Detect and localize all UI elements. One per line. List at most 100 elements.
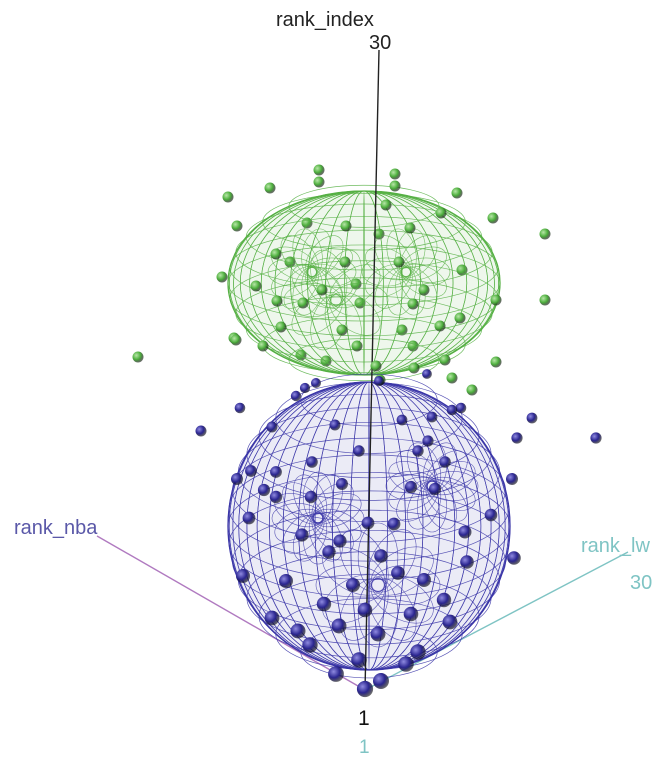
green-point bbox=[313, 164, 325, 176]
green-point bbox=[264, 182, 276, 194]
axis-label-rank-index: rank_index bbox=[276, 9, 374, 31]
blue-point bbox=[290, 390, 302, 402]
tick-label-rank-index-min: 1 bbox=[358, 707, 370, 730]
blue-point bbox=[506, 473, 518, 485]
blue-point bbox=[370, 626, 386, 642]
blue-mesh-swirl-arc bbox=[371, 564, 441, 606]
blue-point bbox=[507, 551, 521, 565]
blue-point bbox=[336, 478, 348, 490]
green-mesh-swirl-arc bbox=[283, 283, 342, 317]
green-ellipsoid-mesh bbox=[227, 184, 501, 382]
green-point bbox=[380, 199, 392, 211]
green-point bbox=[297, 297, 309, 309]
blue-point bbox=[410, 644, 426, 660]
blue-point bbox=[295, 528, 309, 542]
blue-point bbox=[442, 614, 458, 630]
green-point bbox=[351, 340, 363, 352]
green-point bbox=[313, 176, 325, 188]
blue-mesh-swirl-arc bbox=[357, 522, 399, 592]
blue-point bbox=[455, 402, 467, 414]
data-points bbox=[132, 168, 602, 698]
blue-point bbox=[374, 549, 388, 563]
green-point bbox=[393, 256, 405, 268]
green-point bbox=[216, 271, 228, 283]
green-point bbox=[271, 295, 283, 307]
blue-point bbox=[236, 569, 250, 583]
tick-label-rank-lw-min: 1 bbox=[359, 737, 370, 758]
blue-point bbox=[428, 482, 442, 496]
blue-point bbox=[426, 411, 438, 423]
blue-point bbox=[422, 369, 432, 379]
green-mesh-swirl-arc bbox=[324, 294, 362, 351]
green-point bbox=[316, 284, 328, 296]
blue-point bbox=[403, 606, 419, 622]
green-point bbox=[339, 256, 351, 268]
blue-point bbox=[374, 376, 384, 386]
blue-point bbox=[436, 592, 452, 608]
blue-point bbox=[412, 445, 424, 457]
green-mesh-swirl-arc bbox=[400, 246, 447, 281]
green-point bbox=[439, 354, 451, 366]
green-point bbox=[275, 321, 287, 333]
blue-point bbox=[458, 525, 472, 539]
blue-point bbox=[195, 425, 207, 437]
blue-point bbox=[290, 623, 306, 639]
blue-point bbox=[333, 534, 347, 548]
blue-point bbox=[484, 508, 498, 522]
blue-point bbox=[316, 596, 332, 612]
blue-mesh-swirl-arc bbox=[339, 577, 389, 641]
green-mesh-swirl-arc bbox=[329, 264, 381, 309]
green-point bbox=[490, 356, 502, 368]
blue-point bbox=[526, 412, 538, 424]
blue-point bbox=[311, 378, 321, 388]
blue-point bbox=[446, 404, 458, 416]
blue-point bbox=[460, 555, 474, 569]
axis-line-rank-index bbox=[364, 49, 380, 691]
green-mesh-swirl-arc bbox=[330, 283, 389, 317]
green-point bbox=[336, 324, 348, 336]
green-point bbox=[340, 220, 352, 232]
blue-mesh-swirl-arc bbox=[367, 577, 417, 641]
green-point bbox=[408, 362, 420, 374]
blue-point bbox=[353, 445, 365, 457]
green-point bbox=[230, 334, 242, 346]
green-point bbox=[454, 312, 466, 324]
green-point bbox=[490, 294, 502, 306]
blue-point bbox=[257, 483, 271, 497]
green-point bbox=[250, 280, 262, 292]
blue-point bbox=[306, 456, 318, 468]
green-point bbox=[446, 372, 458, 384]
blue-mesh-swirl-arc bbox=[357, 578, 399, 648]
green-point bbox=[231, 220, 243, 232]
green-points-back bbox=[228, 164, 551, 396]
green-mesh-swirl-arc bbox=[306, 246, 353, 281]
blue-point bbox=[270, 466, 282, 478]
blue-point bbox=[322, 545, 336, 559]
green-point bbox=[389, 168, 401, 180]
blue-point bbox=[331, 618, 347, 634]
blue-point bbox=[361, 516, 375, 530]
blue-point bbox=[245, 465, 257, 477]
blue-point bbox=[391, 566, 405, 580]
tick-label-rank-lw-max: 30 bbox=[630, 572, 653, 594]
blue-point bbox=[357, 602, 373, 618]
blue-point bbox=[373, 673, 389, 689]
green-mesh-swirl-arc bbox=[324, 249, 362, 306]
blue-mesh-swirl-arc bbox=[312, 493, 362, 528]
blue-point bbox=[346, 578, 360, 592]
blue-mesh-swirl-arc bbox=[315, 564, 385, 606]
blue-point bbox=[439, 456, 451, 468]
green-mesh-outline bbox=[227, 190, 501, 376]
blue-point bbox=[396, 414, 408, 426]
green-point bbox=[396, 324, 408, 336]
green-point bbox=[270, 248, 282, 260]
blue-point bbox=[304, 490, 318, 504]
blue-point bbox=[417, 573, 431, 587]
axis-label-rank-lw: rank_lw bbox=[581, 535, 650, 557]
blue-point bbox=[299, 382, 311, 394]
blue-point bbox=[329, 419, 341, 431]
blue-point bbox=[234, 402, 246, 414]
blue-point bbox=[356, 680, 374, 698]
green-point bbox=[389, 180, 401, 192]
